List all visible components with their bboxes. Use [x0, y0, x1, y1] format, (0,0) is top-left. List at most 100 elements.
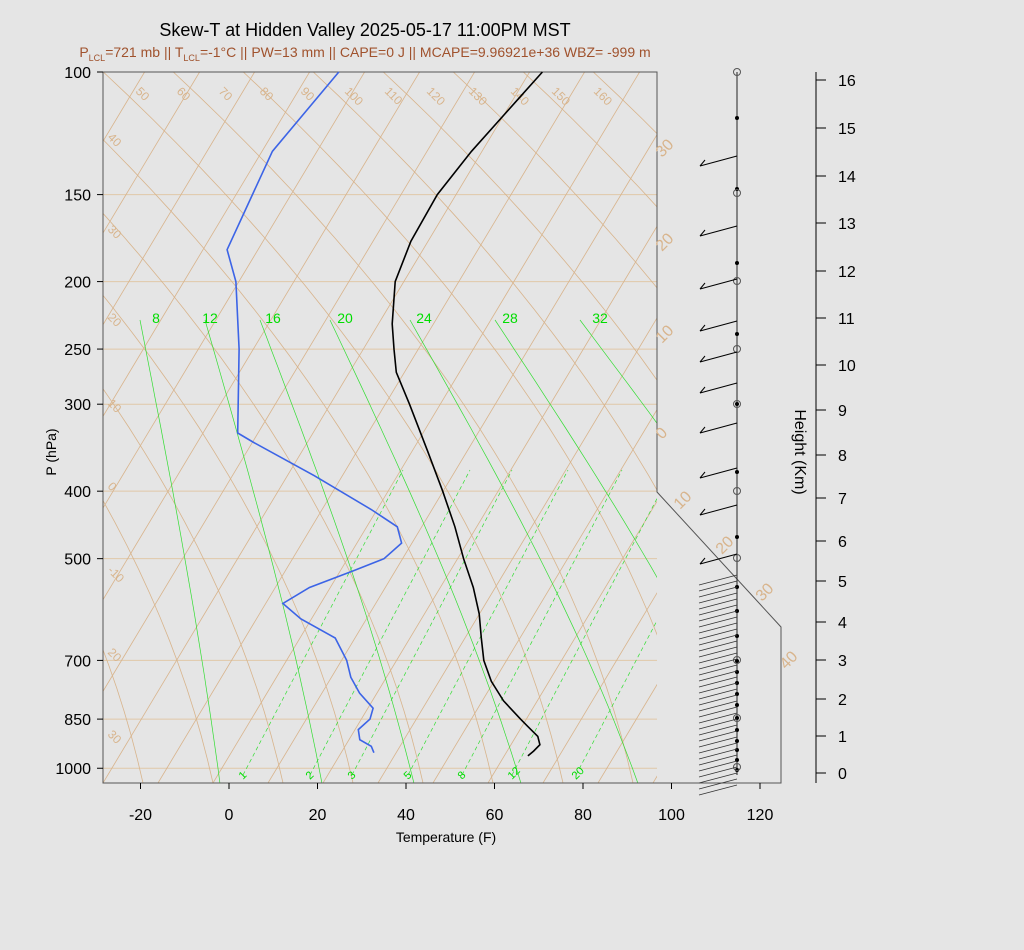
mixing-ratio-bottom-label: 8	[456, 769, 469, 782]
wind-barb-low	[698, 724, 738, 736]
isotherm-line	[103, 72, 420, 601]
isotherm-line	[267, 133, 657, 783]
p-tick-label: 100	[64, 65, 91, 82]
wind-barb-low	[698, 772, 738, 784]
wind-barb-low	[698, 676, 738, 688]
dry-adiabat	[243, 72, 657, 636]
wind-barb-low	[698, 736, 738, 748]
mixing-ratio-line	[511, 497, 657, 776]
height-tick-label: 11	[838, 311, 855, 328]
mixing-ratio-line	[242, 469, 404, 776]
moist-adiabat	[259, 319, 415, 783]
wind-barb-low	[698, 766, 738, 778]
isotherm-line	[212, 72, 640, 783]
wind-barb-low	[698, 592, 738, 604]
moist-adiabat	[329, 319, 522, 783]
isotherm-line	[103, 72, 255, 326]
height-tick-label: 2	[838, 692, 847, 709]
wind-level-circle	[733, 763, 741, 771]
wind-barb-flag	[699, 386, 706, 394]
mixing-ratio-line	[461, 469, 623, 776]
mixing-ratio-top-label: 32	[592, 310, 608, 326]
mixing-ratio-line	[351, 469, 513, 776]
isotherm-line	[0, 72, 35, 783]
height-tick-label: 12	[838, 264, 856, 281]
wind-barb-low	[698, 634, 738, 646]
dry-adiabat	[313, 72, 657, 491]
wind-barb-low	[698, 574, 738, 586]
tlcl-symbol: T	[174, 44, 184, 60]
isotherm-line	[983, 72, 1024, 783]
wind-barb-low	[698, 586, 738, 598]
wind-barb-low	[698, 580, 738, 592]
height-tick-label: 3	[838, 653, 847, 670]
dry-adiabat	[103, 139, 494, 783]
dry-adiabat	[103, 648, 144, 783]
mixing-ratio-bottom-label: 20	[570, 765, 587, 782]
dry-adiabat	[103, 72, 564, 783]
height-tick-label: 7	[838, 491, 847, 508]
x-tick-label: 0	[225, 807, 234, 824]
wind-level-dot	[735, 703, 739, 707]
wind-barb-low	[698, 664, 738, 676]
dry-adiabat	[103, 499, 214, 783]
isotherm-left-label: 20	[105, 310, 125, 330]
moist-adiabat	[139, 319, 221, 783]
isotherm-label: 70	[216, 84, 236, 104]
x-axis-label: Temperature (F)	[396, 829, 496, 845]
p-tick-label: 500	[64, 552, 91, 569]
wind-barb-low	[698, 682, 738, 694]
wind-barb-flag	[699, 471, 706, 479]
wind-level-circle	[733, 487, 741, 495]
isotherm-line	[103, 72, 365, 509]
isotherm-left-label: 30	[105, 727, 125, 747]
mixing-ratio-line	[407, 469, 569, 776]
dry-adiabat	[0, 72, 73, 783]
p-tick-label: 300	[64, 397, 91, 414]
wind-barb-flag	[699, 282, 706, 290]
wind-level-dot	[735, 332, 739, 336]
wind-barb-low	[698, 730, 738, 742]
wind-barb	[699, 382, 738, 394]
wind-level-dot	[735, 402, 739, 406]
dry-adiabat	[383, 72, 657, 381]
isotherm-line	[103, 72, 310, 418]
dry-adiabat	[173, 72, 634, 783]
x-tick-label: 80	[574, 807, 592, 824]
plcl-symbol: P	[79, 44, 89, 60]
height-tick-label: 14	[838, 169, 856, 186]
wind-barb	[699, 504, 738, 516]
moist-adiabat	[579, 319, 657, 424]
isotherm-label: 110	[382, 84, 406, 108]
wind-barb-low	[698, 622, 738, 634]
isotherm-label: 160	[591, 84, 615, 108]
wind-barb-low	[698, 646, 738, 658]
wind-level-dot	[735, 634, 739, 638]
height-axis-label: Height (Km)	[791, 409, 808, 494]
height-tick-label: 1	[838, 729, 847, 746]
moist-adiabat	[409, 319, 639, 783]
isotherm-line	[873, 72, 1024, 783]
dry-adiabat	[103, 212, 424, 783]
x-tick-label: 120	[747, 807, 774, 824]
p-tick-label: 400	[64, 484, 91, 501]
wind-barb-low	[698, 748, 738, 760]
wind-barb-low	[698, 610, 738, 622]
mixing-ratio-bottom-label: 2	[304, 769, 317, 782]
isotherm-line	[432, 408, 657, 783]
isotherm-label: 120	[424, 84, 448, 108]
p-tick-label: 700	[64, 653, 91, 670]
wind-level-dot	[735, 739, 739, 743]
wind-barb	[699, 320, 738, 332]
mixing-ratio-line	[575, 619, 657, 776]
plcl-value: =721 mb ||	[105, 44, 175, 60]
height-tick-label: 16	[838, 73, 856, 90]
mixing-ratio-top-label: 8	[152, 310, 160, 326]
tlcl-subscript: LCL	[183, 52, 200, 63]
x-tick-label: 60	[486, 807, 504, 824]
mixing-ratio-top-label: 20	[337, 310, 353, 326]
isotherm-left-label: 10	[105, 396, 125, 416]
isotherm-right-label: 0	[653, 424, 671, 442]
